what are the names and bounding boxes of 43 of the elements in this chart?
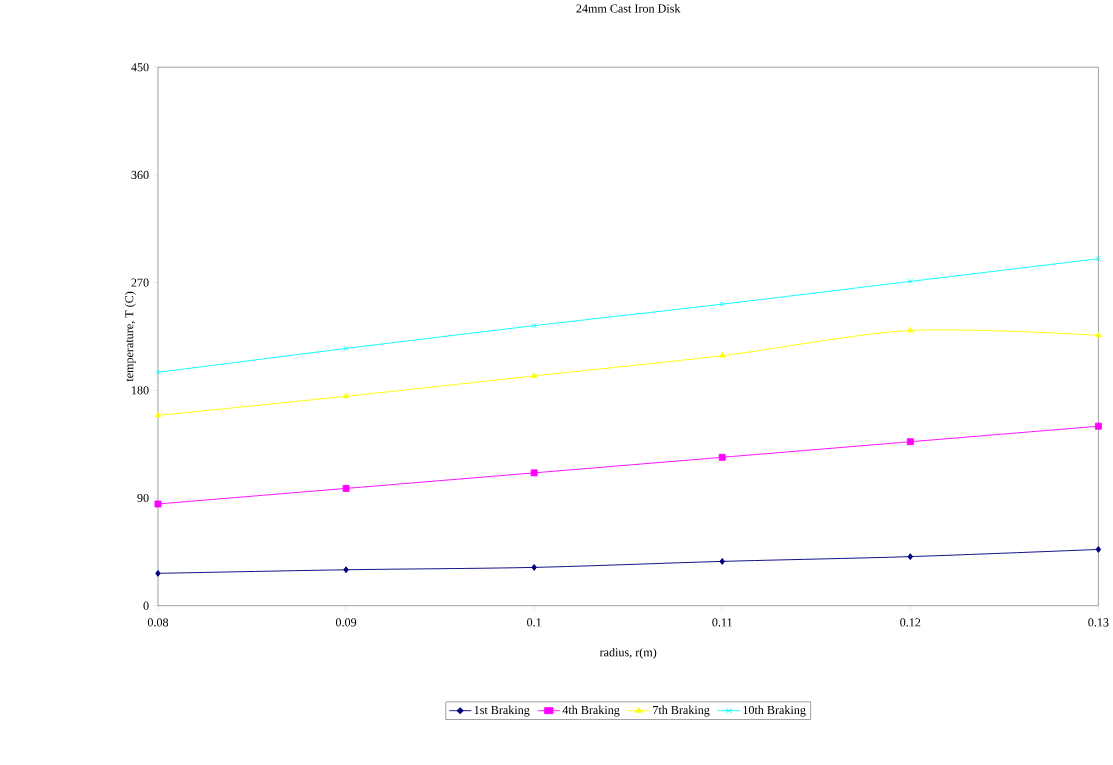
point	[718, 453, 726, 461]
point	[530, 469, 538, 477]
point	[907, 553, 914, 561]
point	[155, 369, 161, 376]
point	[1095, 331, 1102, 338]
y-tick-label: 360	[131, 170, 149, 180]
point	[1095, 256, 1101, 262]
point	[907, 278, 913, 285]
point	[531, 372, 538, 378]
x-tick-label: 0.08	[147, 618, 169, 627]
x-tick-label: 0.1	[527, 618, 541, 627]
y-tick-label: 90	[137, 494, 149, 503]
point	[719, 301, 725, 307]
point	[1095, 546, 1102, 553]
legend-label: 7th Braking	[653, 705, 710, 717]
point	[531, 323, 537, 329]
point	[342, 485, 350, 492]
point	[906, 438, 914, 446]
x-tick-label: 0.09	[335, 618, 357, 627]
point	[719, 558, 725, 565]
y-tick-label: 180	[132, 386, 149, 395]
point	[154, 500, 162, 508]
x-axis-title: radius, r(m)	[599, 647, 657, 659]
x-tick-label: 0.11	[712, 618, 732, 627]
point	[343, 392, 350, 399]
chart-title: 24mm Cast Iron Disk	[576, 4, 681, 13]
x-tick-label: 0.12	[900, 618, 921, 627]
y-tick-label: 270	[131, 278, 149, 287]
point	[155, 570, 161, 577]
legend-label: 10th Braking	[743, 705, 806, 717]
point	[343, 566, 349, 574]
legend-label: 4th Braking	[562, 705, 620, 717]
point	[531, 564, 537, 571]
point	[907, 327, 914, 333]
y-axis-title: temperature, T (C)	[124, 291, 136, 382]
x-tick-label: 0.13	[1088, 618, 1109, 627]
point	[154, 412, 162, 418]
y-tick-label: 0	[143, 601, 149, 610]
legend-label: 1st Braking	[474, 705, 530, 717]
point	[1094, 422, 1102, 430]
point	[719, 352, 726, 358]
y-tick-label: 450	[131, 63, 149, 72]
point	[343, 345, 349, 352]
